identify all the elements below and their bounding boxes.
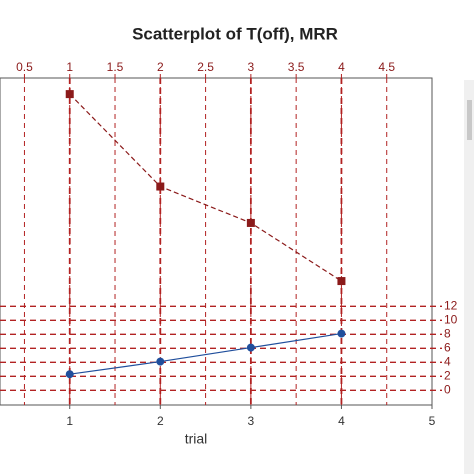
x2-tick-label: 4.5 <box>378 60 395 74</box>
x2-tick-label: 2 <box>157 60 164 74</box>
x-tick-label: 3 <box>248 414 255 428</box>
x2-tick-label: 0.5 <box>16 60 33 74</box>
point <box>337 329 346 338</box>
y-tick-label: 10 <box>444 312 458 326</box>
scrollbar <box>464 80 474 474</box>
scrollbar-thumb <box>467 100 472 140</box>
chart-title: Scatterplot of T(off), MRR <box>132 24 338 43</box>
x2-tick-label: 3.5 <box>288 60 305 74</box>
plot-frame <box>0 77 433 406</box>
x-axis-label: trial <box>185 431 208 447</box>
x2-tick-label: 3 <box>248 60 255 74</box>
x-tick-label: 1 <box>66 414 73 428</box>
point <box>65 370 74 379</box>
y-tick-label: 8 <box>444 326 451 340</box>
point <box>246 343 255 352</box>
y-tick-label: 2 <box>444 368 451 382</box>
point <box>337 277 346 286</box>
point <box>156 182 165 191</box>
y-tick-label: 12 <box>444 298 458 312</box>
x2-tick-label: 1.5 <box>107 60 124 74</box>
x2-tick-label: 4 <box>338 60 345 74</box>
x-tick-label: 2 <box>157 414 164 428</box>
series-line <box>69 93 342 282</box>
x2-tick-label: 1 <box>66 60 73 74</box>
point <box>246 218 255 227</box>
point <box>156 357 165 366</box>
y-tick-label: 6 <box>444 340 451 354</box>
x-tick-label: 4 <box>338 414 345 428</box>
point <box>65 90 74 99</box>
x-tick-label: 5 <box>429 414 436 428</box>
y-tick-label: 4 <box>444 354 451 368</box>
series-line <box>69 332 342 375</box>
y-tick-label: 0 <box>444 382 451 396</box>
x2-tick-label: 2.5 <box>197 60 214 74</box>
